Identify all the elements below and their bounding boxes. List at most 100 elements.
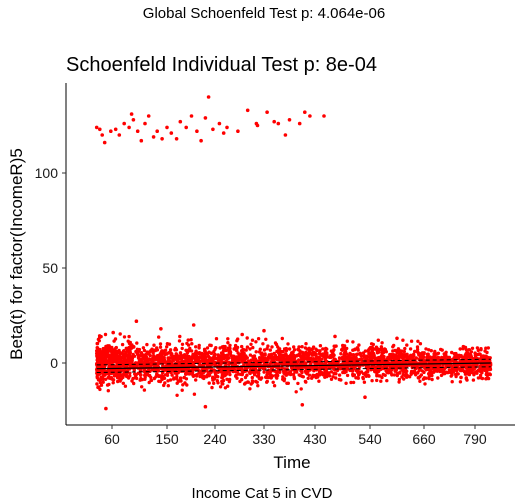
data-point bbox=[448, 370, 453, 375]
data-point bbox=[203, 116, 208, 120]
data-point bbox=[290, 368, 294, 372]
data-point bbox=[160, 359, 164, 363]
data-point bbox=[201, 357, 205, 361]
data-point bbox=[228, 351, 232, 355]
data-point bbox=[242, 382, 247, 386]
data-point bbox=[334, 344, 338, 348]
data-point bbox=[321, 371, 325, 375]
data-point bbox=[214, 356, 218, 360]
data-point bbox=[473, 353, 478, 357]
data-point bbox=[157, 335, 161, 339]
data-point bbox=[212, 368, 216, 372]
data-point bbox=[97, 364, 102, 369]
data-point bbox=[270, 345, 274, 349]
data-point bbox=[263, 352, 267, 356]
data-point bbox=[344, 381, 348, 385]
data-point bbox=[333, 334, 337, 339]
data-point bbox=[140, 385, 144, 389]
data-point bbox=[126, 376, 131, 380]
data-point bbox=[119, 357, 123, 361]
data-point bbox=[480, 376, 485, 381]
data-point bbox=[165, 352, 169, 356]
data-point bbox=[114, 345, 119, 350]
data-point bbox=[174, 348, 179, 352]
data-point bbox=[329, 377, 334, 381]
data-point bbox=[328, 355, 332, 360]
data-point bbox=[304, 380, 308, 384]
data-point bbox=[98, 387, 102, 392]
data-point bbox=[202, 374, 206, 378]
data-point bbox=[429, 360, 433, 364]
data-point bbox=[244, 369, 249, 373]
data-point bbox=[393, 367, 398, 371]
data-point bbox=[402, 349, 406, 354]
data-point bbox=[240, 344, 244, 349]
data-point bbox=[210, 385, 214, 390]
data-point bbox=[255, 123, 260, 128]
data-point bbox=[272, 119, 277, 124]
data-point bbox=[363, 349, 368, 353]
data-point bbox=[477, 360, 481, 364]
data-point bbox=[264, 337, 268, 341]
data-point bbox=[284, 352, 288, 356]
data-point bbox=[334, 372, 338, 376]
data-point bbox=[204, 369, 209, 373]
data-point bbox=[156, 369, 160, 373]
y-axis-label: Beta(t) for factor(IncomeR)5 bbox=[7, 148, 26, 360]
data-point bbox=[296, 381, 300, 386]
data-point bbox=[101, 380, 105, 384]
data-point bbox=[191, 361, 195, 365]
data-point bbox=[232, 355, 236, 359]
data-point bbox=[397, 377, 402, 382]
data-point bbox=[311, 345, 316, 349]
data-point bbox=[280, 357, 285, 361]
data-point bbox=[448, 359, 452, 364]
data-point bbox=[464, 377, 468, 381]
y-tick-label: 0 bbox=[50, 355, 58, 371]
data-point bbox=[463, 372, 468, 376]
data-point bbox=[348, 368, 352, 373]
data-point bbox=[257, 356, 262, 360]
data-point bbox=[186, 343, 191, 347]
data-point bbox=[475, 346, 480, 350]
data-point bbox=[358, 358, 363, 362]
data-point bbox=[167, 358, 171, 362]
data-point bbox=[111, 349, 116, 354]
data-point bbox=[386, 371, 390, 375]
data-point bbox=[463, 365, 468, 369]
data-point bbox=[324, 372, 328, 377]
data-point bbox=[361, 376, 365, 381]
data-point bbox=[318, 344, 323, 348]
data-point bbox=[190, 370, 195, 375]
data-point bbox=[194, 349, 198, 353]
data-point bbox=[127, 125, 131, 130]
data-point bbox=[298, 349, 302, 353]
data-point bbox=[120, 373, 124, 377]
data-point bbox=[418, 379, 422, 383]
data-point bbox=[166, 384, 170, 388]
axes: 0 50 100 60 150 240 330 430 540 660 790 bbox=[35, 83, 515, 447]
data-point bbox=[319, 353, 323, 357]
data-point bbox=[177, 339, 182, 343]
data-point bbox=[111, 330, 115, 335]
data-point bbox=[142, 348, 147, 353]
data-point bbox=[308, 114, 312, 118]
data-point bbox=[285, 381, 289, 385]
data-point bbox=[334, 376, 338, 380]
data-point bbox=[286, 342, 290, 346]
data-point bbox=[234, 373, 238, 378]
data-point bbox=[337, 356, 342, 360]
data-point bbox=[331, 375, 335, 379]
data-point bbox=[324, 359, 328, 363]
data-point bbox=[449, 374, 453, 378]
data-point bbox=[467, 352, 472, 356]
data-point bbox=[374, 345, 379, 349]
x-axis-label: Time bbox=[273, 453, 310, 472]
data-point bbox=[137, 360, 141, 365]
data-point bbox=[100, 371, 104, 375]
data-point bbox=[151, 351, 155, 355]
data-point bbox=[300, 403, 305, 407]
data-point bbox=[318, 369, 322, 373]
caption: Income Cat 5 in CVD bbox=[192, 485, 333, 502]
data-point bbox=[240, 372, 244, 377]
